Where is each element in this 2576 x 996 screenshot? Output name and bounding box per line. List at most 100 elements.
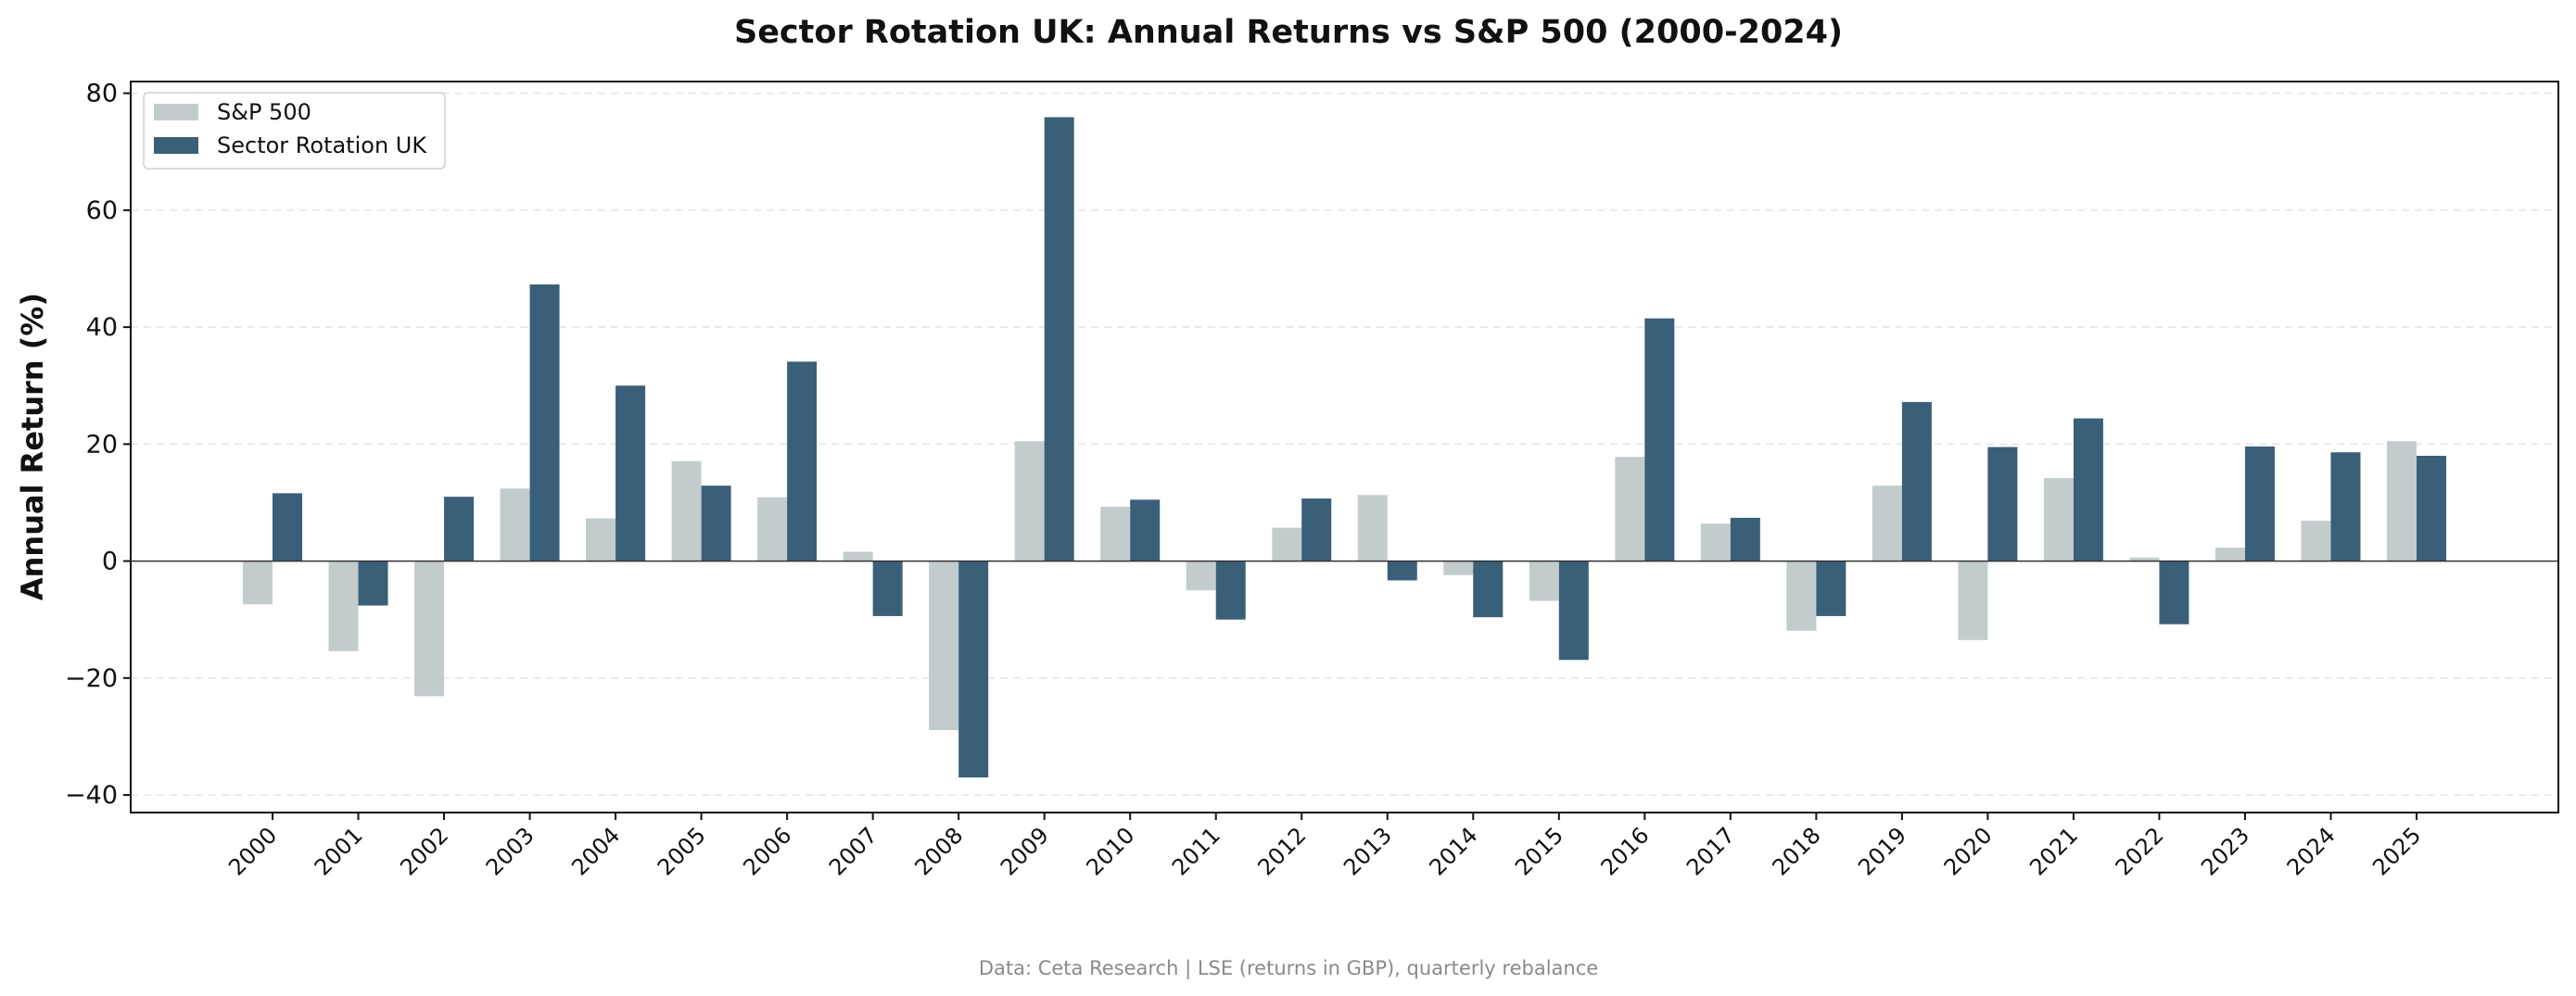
sector-rotation-bar-2020: [1987, 447, 2018, 561]
x-tick-label: 2025: [2367, 822, 2426, 880]
plot-frame: [130, 81, 2559, 813]
sp500-bar-2015: [1529, 561, 1559, 601]
sp500-bar-2003: [500, 488, 530, 561]
x-tick-label: 2002: [395, 822, 453, 880]
x-tick-label: 2022: [2111, 822, 2169, 880]
sp500-bar-2012: [1272, 527, 1302, 561]
sp500-bar-2010: [1100, 506, 1131, 561]
legend-label: Sector Rotation UK: [217, 132, 427, 158]
x-tick-label: 2019: [1853, 822, 1911, 880]
y-tick-label: 0: [102, 548, 118, 576]
sector-rotation-bar-2011: [1215, 561, 1246, 620]
sector-rotation-bar-2021: [2073, 418, 2103, 561]
sp500-bar-2008: [929, 561, 959, 731]
sp500-bar-2005: [671, 460, 702, 561]
sp500-bar-2025: [2387, 441, 2417, 561]
sp500-bar-2023: [2214, 548, 2245, 561]
x-tick-label: 2000: [223, 822, 282, 880]
x-tick-label: 2021: [2024, 822, 2083, 880]
sector-rotation-bar-2023: [2244, 446, 2275, 561]
x-tick-label: 2012: [1252, 822, 1311, 880]
x-tick-label: 2013: [1339, 822, 1397, 880]
x-tick-label: 2015: [1510, 822, 1568, 880]
x-tick-label: 2016: [1596, 822, 1655, 880]
legend-swatch: [154, 137, 198, 154]
y-axis-ticks: 80 60 40 20 0 −20 −40: [65, 80, 131, 810]
sector-rotation-bar-2024: [2330, 452, 2361, 561]
sp500-bar-2002: [414, 561, 445, 697]
x-tick-label: 2020: [1939, 822, 1998, 880]
y-tick-label: 40: [86, 313, 118, 342]
x-tick-label: 2009: [996, 822, 1054, 880]
sp500-bar-2016: [1615, 457, 1645, 561]
sp500-bar-2017: [1700, 523, 1731, 561]
x-tick-label: 2018: [1768, 822, 1826, 880]
sp500-bar-2019: [1872, 485, 1902, 561]
sector-rotation-bar-2006: [787, 361, 818, 561]
x-tick-label: 2006: [738, 822, 796, 880]
legend-box: [143, 92, 446, 170]
x-tick-label: 2014: [1425, 822, 1483, 880]
sector-rotation-bar-2018: [1816, 561, 1846, 616]
chart-title: Sector Rotation UK: Annual Returns vs S&…: [734, 14, 1843, 51]
legend-swatch: [154, 104, 198, 120]
sector-rotation-bar-2017: [1730, 517, 1760, 561]
sp500-bar-2009: [1014, 441, 1045, 561]
sector-rotation-bar-2012: [1301, 498, 1332, 561]
x-tick-label: 2024: [2282, 822, 2341, 880]
sector-rotation-bar-2000: [273, 493, 302, 561]
y-tick-label: 60: [86, 196, 118, 225]
sector-rotation-bar-2008: [958, 561, 989, 778]
sp500-bar-2001: [328, 561, 359, 651]
sector-rotation-bar-2002: [444, 497, 475, 561]
sector-rotation-bar-2010: [1130, 499, 1161, 561]
sector-rotation-bar-2003: [529, 284, 560, 561]
x-tick-label: 2001: [310, 822, 368, 880]
data-source-footnote: Data: Ceta Research | LSE (returns in GB…: [979, 957, 1598, 980]
x-tick-label: 2023: [2196, 822, 2254, 880]
sp500-bar-2011: [1186, 561, 1216, 591]
sector-rotation-bar-2025: [2417, 455, 2446, 561]
bars: [243, 117, 2446, 778]
sector-rotation-bar-2001: [358, 561, 388, 606]
sector-rotation-bar-2015: [1558, 561, 1589, 661]
sector-rotation-bar-2016: [1644, 318, 1675, 561]
sp500-bar-2013: [1357, 495, 1388, 561]
sp500-bar-2022: [2129, 557, 2160, 561]
sp500-bar-2024: [2301, 521, 2331, 561]
x-tick-label: 2005: [653, 822, 711, 880]
sp500-bar-2021: [2043, 477, 2074, 561]
x-tick-label: 2007: [824, 822, 882, 880]
sector-rotation-bar-2022: [2159, 561, 2189, 624]
y-tick-label: 20: [86, 430, 118, 459]
x-tick-label: 2017: [1681, 822, 1740, 880]
sp500-bar-2000: [243, 561, 273, 605]
sector-rotation-bar-2005: [701, 485, 731, 561]
y-tick-label: 80: [86, 80, 118, 108]
sector-rotation-bar-2019: [1901, 401, 1932, 561]
sector-rotation-bar-2014: [1473, 561, 1504, 618]
y-tick-label: −20: [65, 664, 118, 693]
x-tick-label: 2011: [1167, 822, 1225, 880]
legend: S&P 500 Sector Rotation UK: [143, 92, 446, 170]
sector-rotation-bar-2007: [872, 561, 903, 616]
legend-label: S&P 500: [217, 99, 311, 125]
x-tick-label: 2010: [1081, 822, 1139, 880]
sector-rotation-bar-2004: [615, 385, 646, 561]
y-tick-label: −40: [65, 781, 118, 810]
x-tick-label: 2004: [566, 822, 625, 880]
sector-rotation-bar-2013: [1387, 561, 1417, 581]
sp500-bar-2020: [1958, 561, 1988, 640]
sp500-bar-2004: [586, 518, 616, 561]
sp500-bar-2007: [843, 551, 873, 561]
grid-lines: [131, 92, 2558, 796]
sp500-bar-2014: [1443, 561, 1474, 575]
sp500-bar-2018: [1786, 561, 1817, 631]
sp500-bar-2006: [757, 497, 788, 561]
x-tick-label: 2003: [481, 822, 539, 880]
y-axis-label: Annual Return (%): [15, 293, 50, 600]
sector-rotation-bar-2009: [1044, 117, 1074, 561]
x-axis-ticks: 2000 2001 2002 2003 2004 2005 2006 2007 2008 2009…: [223, 813, 2426, 880]
